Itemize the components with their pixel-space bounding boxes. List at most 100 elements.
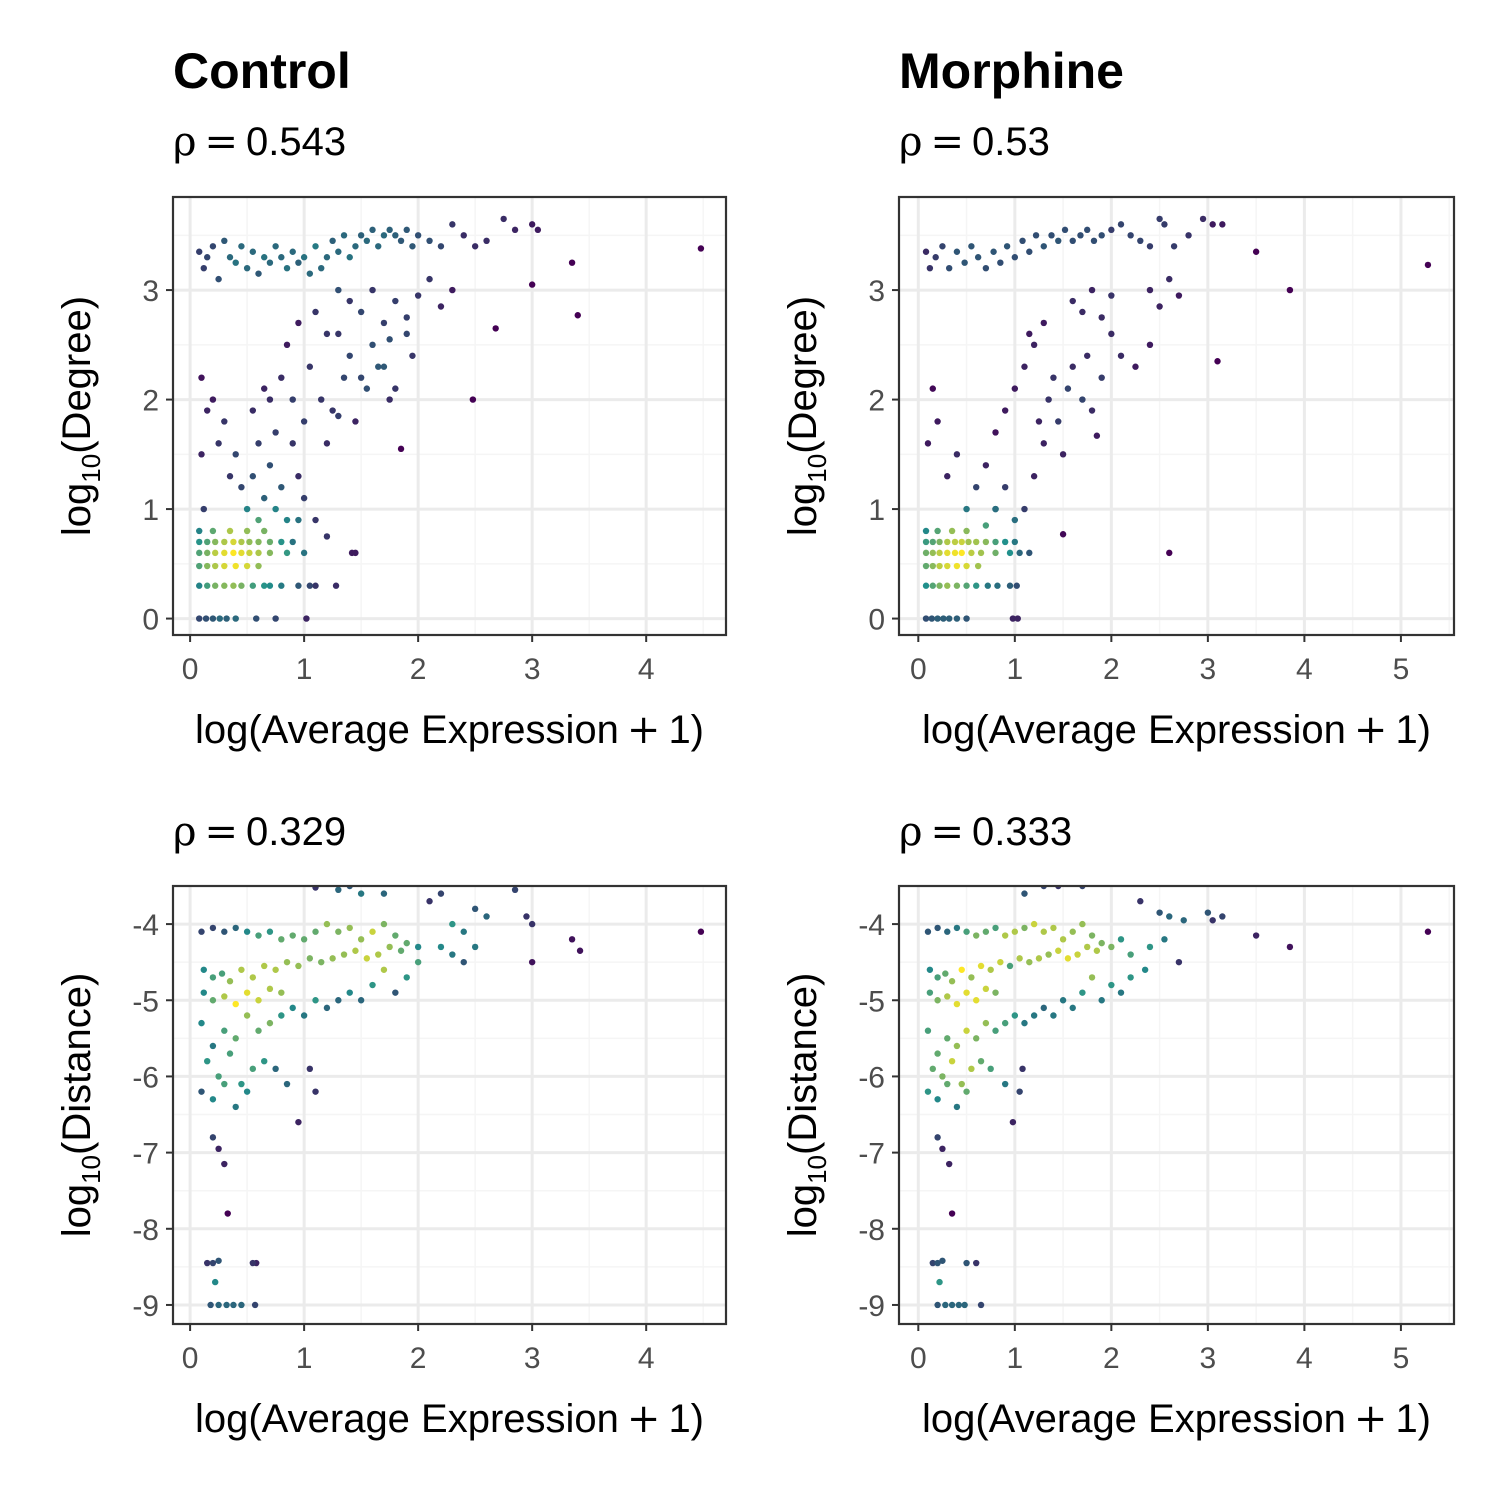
data-point	[346, 924, 353, 932]
data-point	[380, 920, 388, 928]
data-point	[255, 270, 262, 277]
data-point	[397, 237, 405, 244]
data-point	[238, 538, 245, 546]
x-tick-label: 5	[1393, 653, 1410, 686]
data-point	[924, 440, 932, 447]
data-point	[940, 615, 947, 622]
data-point	[1040, 928, 1047, 935]
data-point	[982, 985, 990, 993]
data-point	[323, 254, 331, 261]
data-point	[209, 615, 217, 622]
data-point	[982, 1019, 990, 1027]
data-point	[198, 451, 205, 458]
y-tick-label: -8	[132, 1214, 159, 1247]
rho-equals: =	[931, 809, 965, 855]
data-point	[232, 1035, 239, 1042]
data-point	[204, 538, 211, 546]
data-point	[1137, 237, 1144, 244]
data-point	[953, 451, 961, 458]
x-axis-label: log(Average Expression +1)	[922, 1396, 1431, 1442]
x-tick-label: 2	[410, 1342, 427, 1375]
data-point	[922, 615, 930, 622]
data-point	[1030, 1012, 1038, 1019]
data-point	[1016, 955, 1023, 962]
data-point	[232, 615, 239, 622]
data-point	[437, 890, 445, 897]
data-point	[1006, 549, 1014, 557]
data-point	[965, 538, 972, 546]
data-point	[278, 254, 285, 261]
data-point	[1079, 396, 1086, 403]
data-point	[963, 505, 970, 513]
data-point	[1050, 374, 1057, 381]
data-point	[215, 440, 222, 447]
data-point	[1175, 292, 1183, 299]
data-point	[939, 1257, 946, 1264]
data-point	[939, 1073, 946, 1080]
data-point	[221, 418, 228, 425]
x-axis-label-text: log(Average Expression	[195, 1397, 619, 1441]
data-point	[272, 505, 279, 513]
data-point	[977, 962, 985, 970]
data-point	[312, 1088, 319, 1095]
data-point	[1061, 226, 1069, 234]
y-tick-label: 3	[142, 275, 159, 308]
data-point	[1146, 943, 1154, 951]
data-point	[357, 308, 365, 316]
data-point	[289, 538, 296, 546]
data-point	[392, 385, 399, 392]
data-point	[1108, 875, 1114, 881]
y-axis-label-sub: 10	[76, 454, 106, 483]
y-axis-label: log10(Distance)	[55, 973, 106, 1238]
data-point	[1175, 958, 1183, 966]
data-point	[215, 1073, 222, 1080]
data-point	[1009, 615, 1017, 622]
panel-background	[173, 197, 726, 635]
data-point	[232, 924, 239, 932]
data-point	[289, 396, 296, 403]
x-axis-label: log(Average Expression +1)	[922, 707, 1431, 753]
data-point	[261, 582, 268, 589]
panel-1: Control ρ = 0.543 0 1 2 3 4 0 1 2 3 log(Average Expre…	[55, 43, 728, 753]
rho-annotation: ρ = 0.543	[173, 119, 346, 165]
data-point	[929, 1259, 936, 1267]
data-point	[936, 549, 943, 557]
data-point	[929, 562, 936, 570]
data-point	[221, 928, 228, 935]
data-point	[221, 562, 228, 570]
data-point	[375, 243, 382, 250]
data-point	[963, 1027, 970, 1034]
data-point	[922, 248, 930, 255]
x-axis-label-tail: 1)	[668, 1397, 704, 1441]
data-point	[944, 1035, 951, 1042]
data-point	[1069, 363, 1076, 370]
data-point	[449, 221, 456, 228]
data-point	[1001, 483, 1009, 491]
data-point	[1084, 943, 1091, 951]
data-point	[251, 1301, 259, 1309]
data-point	[261, 1058, 268, 1065]
data-point	[221, 582, 228, 589]
data-point	[963, 615, 970, 622]
data-point	[483, 237, 490, 244]
x-tick-label: 1	[296, 653, 313, 686]
data-point	[243, 1012, 251, 1019]
data-point	[204, 407, 211, 414]
data-point	[992, 549, 999, 557]
data-point	[246, 549, 253, 557]
data-point	[306, 270, 314, 277]
data-point	[255, 516, 262, 524]
data-point	[352, 243, 359, 250]
data-point	[414, 943, 422, 951]
data-point	[272, 429, 279, 436]
data-point	[1069, 237, 1076, 244]
data-point	[973, 582, 980, 589]
data-point	[1156, 215, 1163, 223]
data-point	[209, 243, 217, 250]
data-point	[198, 1019, 205, 1027]
data-point	[934, 418, 941, 425]
rho-symbol: ρ	[173, 809, 197, 855]
data-point	[697, 928, 705, 935]
data-point	[300, 1012, 308, 1019]
data-point	[226, 473, 234, 480]
